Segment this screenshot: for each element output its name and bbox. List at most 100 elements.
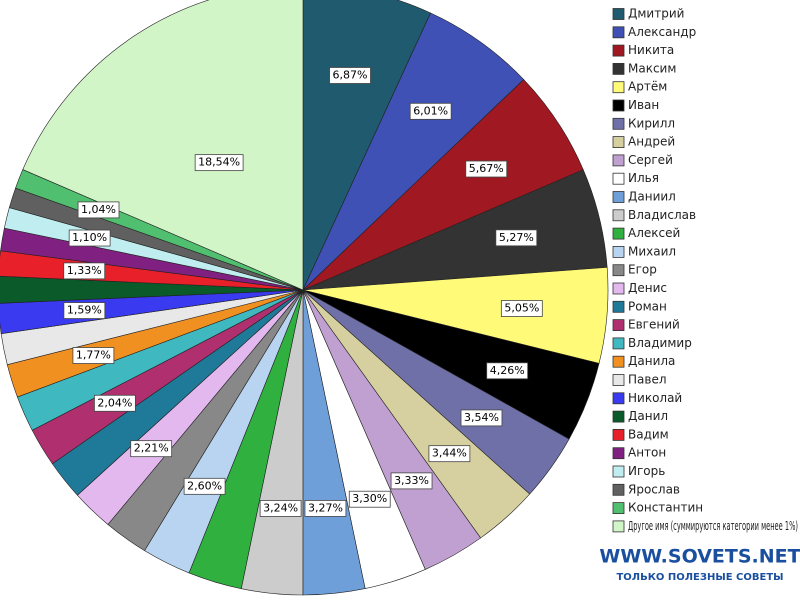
legend-label: Денис bbox=[628, 281, 667, 295]
legend-label: Константин bbox=[628, 501, 703, 515]
legend-swatch bbox=[612, 428, 625, 441]
data-label: 5,27% bbox=[495, 229, 538, 247]
legend-swatch bbox=[612, 483, 625, 496]
legend-label: Никита bbox=[628, 43, 674, 57]
data-label: 1,04% bbox=[77, 201, 120, 219]
legend-swatch bbox=[612, 355, 625, 368]
data-label-text: 1,59% bbox=[67, 304, 102, 317]
data-label-text: 18,54% bbox=[198, 156, 240, 169]
legend-swatch bbox=[612, 319, 625, 332]
legend-swatch bbox=[612, 8, 625, 20]
legend-swatch bbox=[612, 374, 625, 386]
data-label-box bbox=[460, 409, 503, 427]
legend-label: Алексей bbox=[628, 226, 680, 240]
legend-label: Кирилл bbox=[628, 116, 675, 130]
data-label-text: 3,33% bbox=[394, 474, 429, 487]
data-label: 1,33% bbox=[63, 262, 106, 280]
data-label-box bbox=[93, 394, 136, 412]
pie: 6,87% 6,01% 5,67% 5,27% 5,05% 4,26% 3,54% 3,44%… bbox=[0, 0, 609, 596]
data-label: 3,33% bbox=[390, 472, 433, 490]
data-label-text: 1,33% bbox=[67, 264, 102, 277]
data-label: 6,01% bbox=[409, 102, 452, 120]
legend-label: Данила bbox=[628, 354, 675, 368]
data-label-text: 2,21% bbox=[134, 442, 169, 455]
data-label: 1,77% bbox=[72, 347, 115, 364]
legend-label: Ярослав bbox=[628, 482, 680, 496]
legend-label: Роман bbox=[628, 299, 667, 313]
legend-swatch bbox=[612, 520, 625, 533]
legend-label: Сергей bbox=[628, 153, 673, 167]
data-label-text: 3,44% bbox=[432, 447, 467, 460]
legend-label: Николай bbox=[628, 391, 682, 405]
slice bbox=[22, 0, 304, 291]
data-label-box bbox=[68, 229, 111, 247]
legend-label: Максим bbox=[628, 61, 676, 75]
legend-swatch bbox=[612, 117, 625, 130]
legend-label: Александр bbox=[628, 25, 696, 39]
data-label-text: 1,10% bbox=[72, 231, 107, 244]
data-label-box bbox=[77, 201, 120, 219]
data-label: 2,21% bbox=[130, 440, 173, 458]
watermark-sub: ТОЛЬКО ПОЛЕЗНЫЕ СОВЕТЫ bbox=[616, 572, 783, 583]
data-label-text: 5,05% bbox=[504, 301, 539, 314]
data-label-box bbox=[329, 67, 371, 84]
legend-swatch bbox=[612, 172, 625, 185]
legend-label: Владислав bbox=[628, 208, 696, 222]
legend-label: Иван bbox=[628, 98, 659, 112]
data-label-box bbox=[486, 362, 529, 380]
data-label: 2,60% bbox=[183, 477, 226, 495]
data-label: 1,59% bbox=[63, 302, 106, 319]
legend-swatch bbox=[612, 300, 625, 313]
legend-swatch bbox=[612, 26, 625, 39]
legend-swatch bbox=[612, 264, 625, 277]
data-label: 6,87% bbox=[329, 67, 371, 84]
legend-label: Антон bbox=[628, 446, 666, 460]
legend-swatch bbox=[612, 282, 625, 295]
data-label: 3,27% bbox=[304, 500, 347, 517]
data-label-box bbox=[130, 440, 173, 458]
data-label: 3,44% bbox=[428, 445, 471, 463]
data-label-text: 3,27% bbox=[308, 501, 343, 514]
legend-label: Артём bbox=[628, 80, 667, 94]
legend-swatch bbox=[612, 81, 625, 94]
legend-label: Игорь bbox=[628, 464, 665, 478]
data-label-box bbox=[500, 300, 543, 317]
legend-label: Данил bbox=[628, 409, 668, 423]
data-label-box bbox=[304, 500, 347, 517]
legend-swatch bbox=[612, 63, 625, 75]
legend-swatch bbox=[612, 209, 625, 222]
data-label-box bbox=[183, 477, 226, 495]
data-label-box bbox=[465, 160, 508, 178]
slice bbox=[0, 275, 304, 304]
legend-swatch bbox=[612, 136, 625, 149]
data-label-box bbox=[348, 490, 391, 508]
legend-label: Андрей bbox=[628, 135, 675, 149]
data-label: 18,54% bbox=[194, 154, 244, 172]
data-label: 3,30% bbox=[348, 490, 391, 508]
legend-swatch bbox=[612, 154, 625, 167]
legend-label: Егор bbox=[628, 263, 657, 277]
legend-label: Другое имя (суммируются категории менее … bbox=[628, 519, 798, 533]
data-label-box bbox=[390, 472, 433, 490]
data-label-box bbox=[428, 445, 471, 463]
legend-swatch bbox=[612, 465, 625, 478]
data-label: 3,24% bbox=[259, 500, 302, 517]
data-label-text: 5,67% bbox=[469, 162, 504, 175]
legend-swatch bbox=[612, 227, 625, 240]
data-label-text: 1,04% bbox=[81, 203, 116, 216]
legend-swatch bbox=[612, 99, 625, 112]
data-label-text: 4,26% bbox=[490, 364, 525, 377]
data-label-box bbox=[495, 229, 538, 247]
data-label-text: 2,04% bbox=[97, 396, 132, 409]
data-label-text: 2,60% bbox=[187, 479, 222, 492]
legend: Дмитрий Александр Никита Максим Артём Иван Кир… bbox=[612, 7, 798, 533]
legend-label: Михаил bbox=[628, 244, 676, 258]
data-label-text: 3,24% bbox=[263, 501, 298, 514]
data-label-box bbox=[63, 262, 106, 280]
data-label: 1,10% bbox=[68, 229, 111, 247]
data-label-box bbox=[194, 154, 244, 172]
legend-swatch bbox=[612, 410, 625, 423]
data-label-text: 1,77% bbox=[76, 349, 111, 362]
